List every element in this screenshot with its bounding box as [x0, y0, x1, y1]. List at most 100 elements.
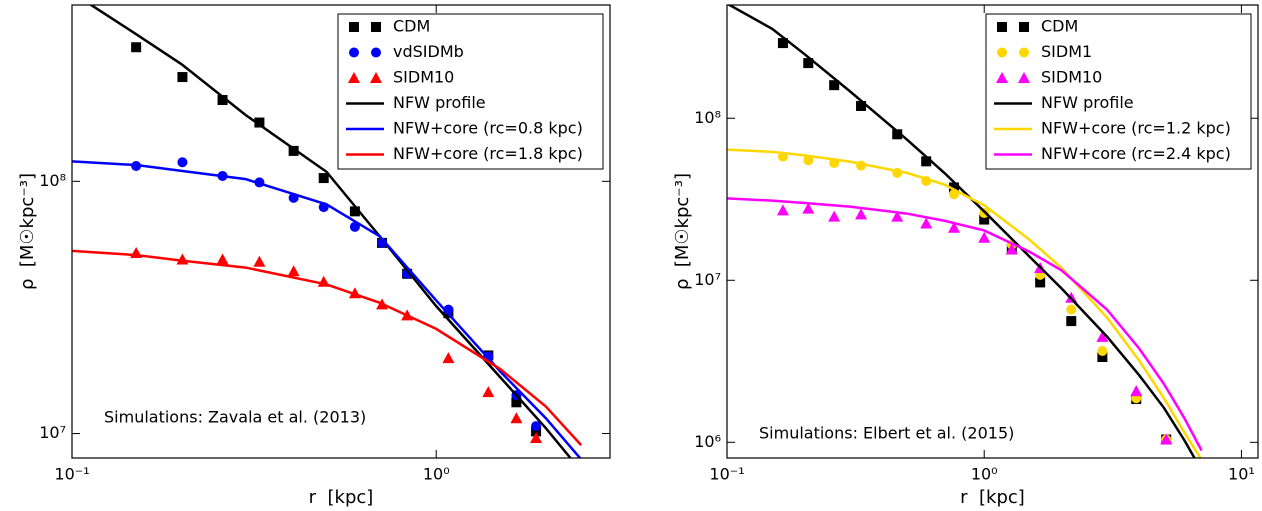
marker	[318, 173, 329, 184]
legend-label: SIDM10	[1041, 68, 1102, 87]
annotation: Simulations: Zavala et al. (2013)	[104, 408, 366, 427]
marker	[856, 101, 867, 112]
legend-label: NFW+core (rc=1.2 kpc)	[1041, 119, 1231, 138]
annotation: Simulations: Elbert et al. (2015)	[759, 424, 1014, 443]
marker	[1005, 243, 1018, 255]
marker	[1035, 277, 1046, 288]
axes-frame	[726, 4, 1259, 459]
x-tick-label: 10¹	[1228, 465, 1255, 484]
marker	[1097, 352, 1108, 363]
marker	[803, 58, 814, 69]
marker	[349, 47, 359, 58]
legend-label: NFW profile	[393, 93, 486, 112]
marker	[131, 42, 142, 53]
marker	[1066, 316, 1077, 327]
marker	[371, 22, 381, 32]
x-axis-label: r [kpc]	[309, 487, 374, 508]
marker	[997, 47, 1007, 58]
marker	[1018, 72, 1030, 83]
curve	[72, 160, 582, 458]
marker	[997, 22, 1007, 32]
y-tick-label: 10⁸	[39, 171, 66, 190]
marker	[828, 210, 841, 222]
plot-area	[727, 5, 1203, 458]
marker	[920, 217, 933, 229]
plot-area	[72, 5, 583, 458]
legend-label: NFW profile	[1041, 93, 1134, 112]
marker	[177, 157, 188, 168]
marker	[370, 72, 382, 83]
legend-box	[985, 13, 1252, 170]
curve	[88, 5, 573, 458]
marker	[482, 386, 495, 398]
marker	[254, 117, 265, 128]
legend-label: SIDM1	[1041, 42, 1092, 61]
y-tick-label: 10⁷	[694, 270, 721, 289]
marker	[996, 72, 1008, 83]
marker	[891, 210, 904, 222]
y-tick-label: 10⁶	[694, 432, 721, 451]
marker	[177, 72, 188, 83]
legend-label: NFW+core (rc=2.4 kpc)	[1041, 144, 1231, 163]
marker	[855, 208, 868, 220]
x-tick-label: 10⁰	[971, 465, 998, 484]
marker	[978, 231, 991, 243]
y-tick-label: 10⁸	[694, 108, 721, 127]
marker	[442, 352, 455, 364]
x-tick-label: 10⁻¹	[709, 465, 744, 484]
legend-label: vdSIDMb	[393, 42, 464, 61]
marker	[1019, 47, 1029, 58]
legend-label: NFW+core (rc=1.8 kpc)	[393, 144, 583, 163]
legend-box	[337, 13, 604, 170]
marker	[371, 47, 381, 58]
marker	[510, 412, 523, 424]
marker	[948, 182, 959, 193]
marker	[1160, 433, 1173, 445]
axes-frame	[71, 4, 611, 459]
marker	[511, 397, 522, 408]
curve	[727, 5, 1196, 458]
legend-label: NFW+core (rc=0.8 kpc)	[393, 119, 583, 138]
marker	[348, 72, 360, 83]
marker	[803, 155, 814, 166]
marker	[777, 38, 788, 49]
curve	[727, 148, 1202, 458]
marker	[1019, 22, 1029, 32]
marker	[349, 206, 360, 217]
y-axis-label: ρ [M☉kpc⁻³]	[672, 173, 693, 290]
marker	[530, 432, 543, 444]
marker	[216, 253, 229, 265]
legend: CDM SIDM1 SIDM10 NFW profile NFW+core (rc=1.…	[985, 13, 1252, 170]
marker	[1096, 330, 1109, 342]
x-tick-label: 10⁰	[423, 465, 450, 484]
marker	[829, 80, 840, 91]
marker	[217, 95, 228, 106]
legend-label: CDM	[1041, 17, 1078, 36]
marker	[1130, 385, 1143, 397]
x-axis-label: r [kpc]	[960, 487, 1025, 508]
marker	[288, 145, 299, 156]
marker	[1097, 346, 1108, 357]
marker	[892, 129, 903, 140]
marker	[776, 204, 789, 216]
marker	[253, 255, 266, 267]
marker	[531, 421, 542, 432]
marker	[979, 214, 990, 225]
y-axis-label: ρ [M☉kpc⁻³]	[17, 173, 38, 290]
marker	[921, 156, 932, 167]
marker	[349, 22, 359, 32]
legend-label: CDM	[393, 17, 430, 36]
marker	[947, 221, 960, 233]
x-tick-label: 10⁻¹	[54, 465, 89, 484]
marker	[287, 265, 300, 277]
marker	[531, 426, 542, 437]
marker	[802, 202, 815, 214]
y-tick-label: 10⁷	[39, 423, 66, 442]
marker	[1066, 304, 1077, 315]
curve	[72, 249, 583, 446]
legend-label: SIDM10	[393, 68, 454, 87]
curve	[727, 197, 1203, 452]
legend: CDM vdSIDMb SIDM10 NFW profile NFW+core (rc=…	[337, 13, 604, 170]
